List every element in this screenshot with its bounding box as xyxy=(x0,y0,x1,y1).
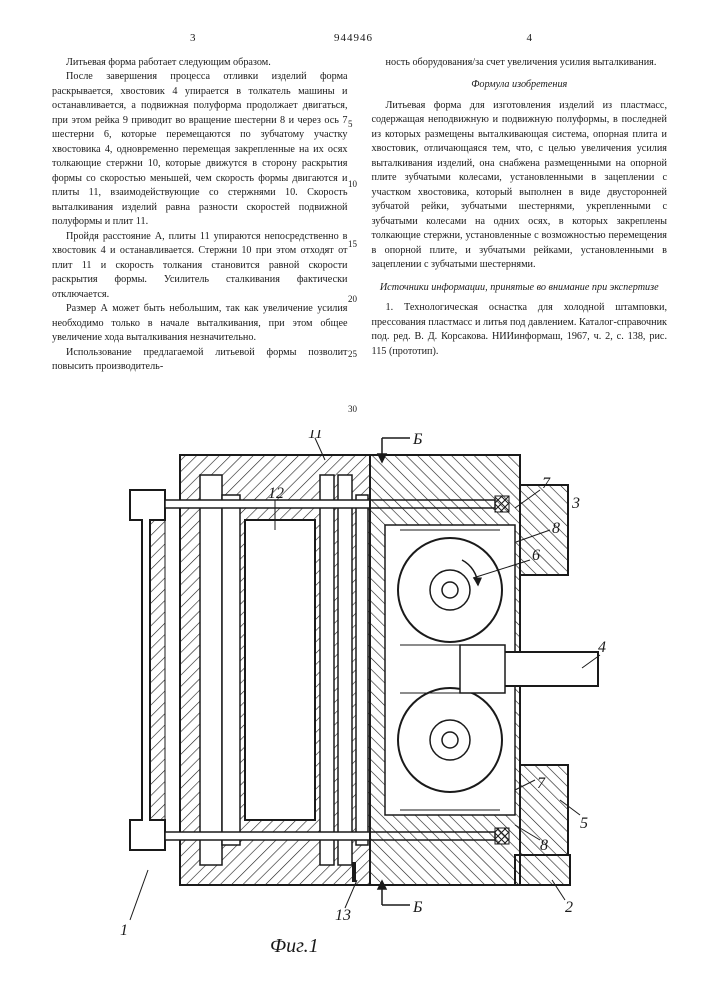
paragraph: Литьевая форма для изготовления изделий … xyxy=(372,99,668,273)
line-num: 5 xyxy=(348,120,353,129)
paragraph: Размер А может быть небольшим, так как у… xyxy=(52,302,348,345)
callout: 7 xyxy=(542,475,551,492)
callout: 3 xyxy=(571,495,580,512)
paragraph: Использование предлагаемой литьевой форм… xyxy=(52,346,348,375)
callout: 7 xyxy=(537,775,546,792)
callout: Б xyxy=(412,431,423,448)
page-number-left: 3 xyxy=(190,32,196,44)
line-num: 10 xyxy=(348,180,357,189)
paragraph: После завершения процесса отливки издели… xyxy=(52,70,348,229)
line-num: 15 xyxy=(348,240,357,249)
callout: 11 xyxy=(308,430,323,442)
text-columns: Литьевая форма работает следующим образо… xyxy=(52,56,667,375)
paragraph: Пройдя расстояние А, плиты 11 упираются … xyxy=(52,230,348,302)
part-1 xyxy=(130,490,165,850)
sources-title: Источники информации, принятые во вниман… xyxy=(372,281,668,295)
figure-1: 1 2 3 4 5 6 7 7 8 8 11 12 13 Б Б Фиг.1 xyxy=(120,430,610,960)
line-num: 30 xyxy=(348,405,357,414)
claim-title: Формула изобретения xyxy=(372,78,668,92)
paragraph: 1. Технологическая оснастка для холодной… xyxy=(372,301,668,359)
figure-label: Фиг.1 xyxy=(270,935,319,957)
callout: 1 xyxy=(120,922,128,939)
line-num: 25 xyxy=(348,350,357,359)
callout: 4 xyxy=(598,639,606,656)
part-2 xyxy=(515,855,570,885)
callout: 6 xyxy=(532,547,540,564)
callout: 8 xyxy=(540,837,548,854)
line-num: 20 xyxy=(348,295,357,304)
callout: 12 xyxy=(268,485,284,502)
callout: 13 xyxy=(335,907,351,924)
figure-svg: 1 2 3 4 5 6 7 7 8 8 11 12 13 Б Б Фиг.1 xyxy=(120,430,610,960)
right-housing xyxy=(370,455,598,885)
left-column: Литьевая форма работает следующим образо… xyxy=(52,56,348,375)
callout: Б xyxy=(412,899,423,916)
part-13 xyxy=(352,862,356,882)
patent-number: 944946 xyxy=(334,32,373,44)
callout: 2 xyxy=(565,899,573,916)
paragraph: Литьевая форма работает следующим образо… xyxy=(52,56,348,70)
callout: 8 xyxy=(552,520,560,537)
right-column: ность оборудования/за счет увеличения ус… xyxy=(372,56,668,375)
callout: 5 xyxy=(580,815,588,832)
paragraph: ность оборудования/за счет увеличения ус… xyxy=(372,56,668,70)
page-number-right: 4 xyxy=(527,32,533,44)
